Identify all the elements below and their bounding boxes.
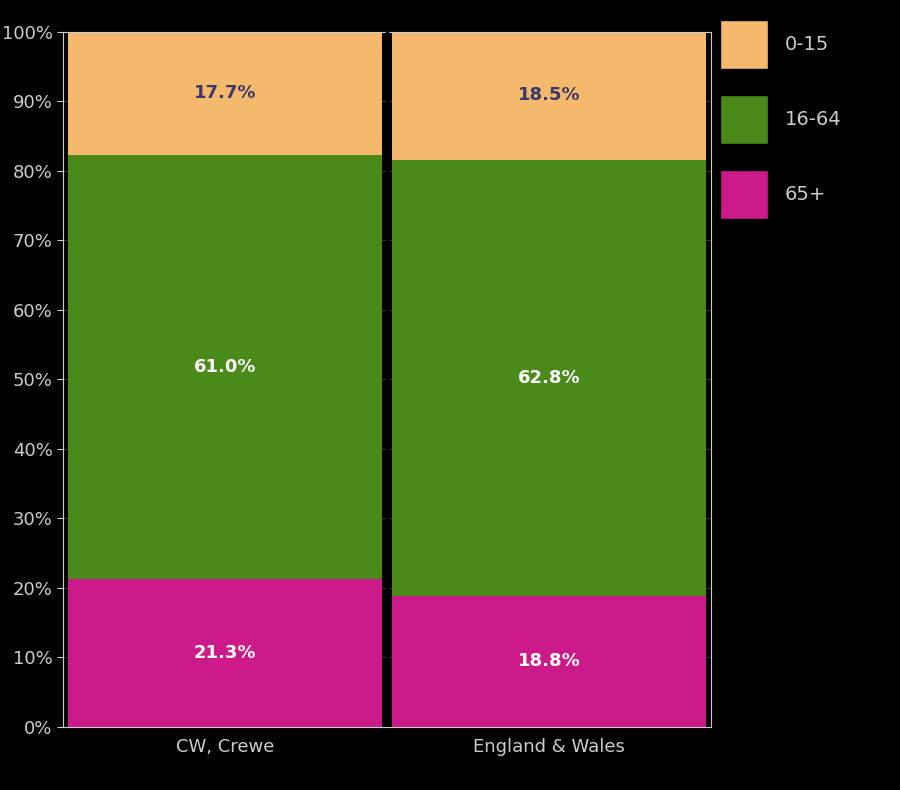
Text: 16-64: 16-64	[785, 110, 842, 129]
Text: 61.0%: 61.0%	[194, 358, 256, 376]
Bar	[392, 160, 706, 596]
Text: 18.5%: 18.5%	[518, 86, 580, 104]
FancyBboxPatch shape	[720, 95, 768, 144]
Text: 0-15: 0-15	[785, 35, 829, 54]
Text: 21.3%: 21.3%	[194, 644, 256, 662]
FancyBboxPatch shape	[720, 170, 768, 219]
Bar	[68, 579, 382, 727]
Bar	[392, 31, 706, 160]
Text: 18.8%: 18.8%	[518, 653, 580, 671]
Text: 17.7%: 17.7%	[194, 84, 256, 102]
FancyBboxPatch shape	[720, 20, 768, 70]
Text: 65+: 65+	[785, 185, 826, 204]
Bar	[68, 32, 382, 155]
Bar	[68, 155, 382, 579]
Text: 62.8%: 62.8%	[518, 369, 580, 387]
Bar	[392, 596, 706, 727]
